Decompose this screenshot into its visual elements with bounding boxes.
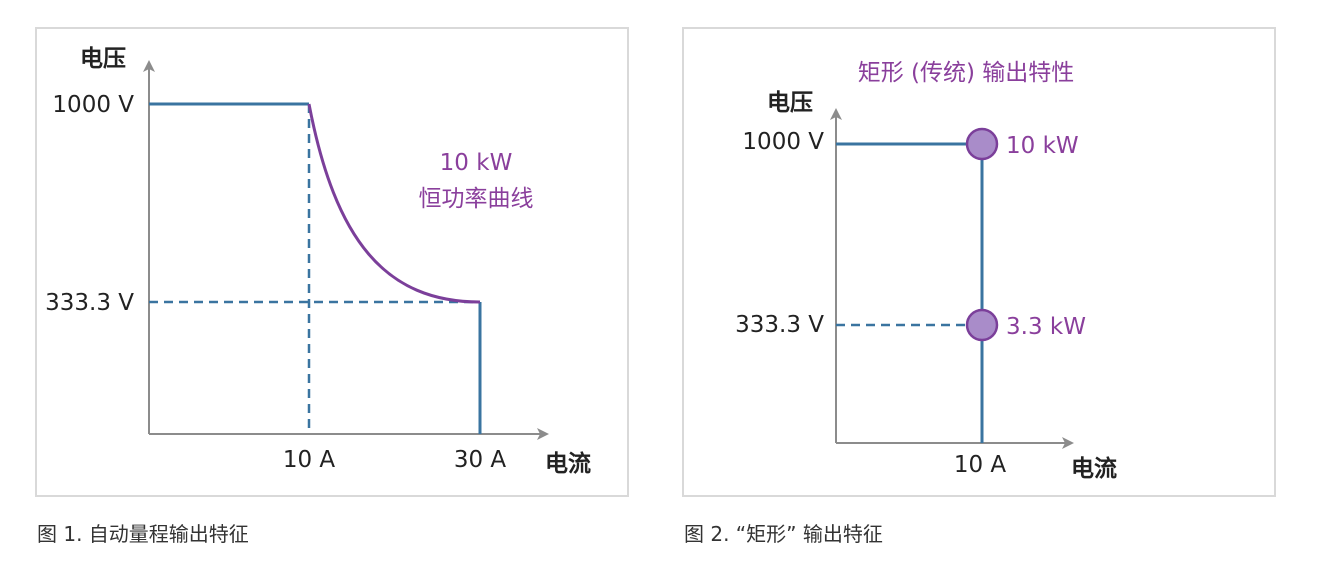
figure2-caption: 图 2. “矩形” 输出特征: [684, 522, 883, 546]
fig1-constant-power-curve: [307, 103, 481, 304]
fig2-y-axis-label: 电压: [767, 90, 813, 116]
fig2-title: 矩形 (传统) 输出特性: [858, 60, 1075, 86]
fig2-x-axis-label: 电流: [1071, 455, 1117, 482]
fig1-tick-1000v: 1000 V: [52, 92, 134, 118]
fig1-x-axis-label: 电流: [545, 450, 591, 477]
fig2-point-low: [965, 308, 999, 342]
fig2-tick-333v: 333.3 V: [735, 312, 824, 338]
fig2-point-low-label: 3.3 kW: [1006, 314, 1086, 340]
fig1-tick-30a: 30 A: [454, 447, 507, 473]
fig2-point-high: [965, 127, 999, 161]
fig1-curve-label-name: 恒功率曲线: [419, 186, 534, 212]
figure2-diagram: 矩形 (传统) 输出特性 电压 1000 V 333.3 V 10 A 电流 1…: [735, 60, 1117, 482]
fig1-tick-10a: 10 A: [283, 447, 336, 473]
fig2-point-high-label: 10 kW: [1006, 133, 1079, 159]
figure1-caption: 图 1. 自动量程输出特征: [37, 522, 249, 546]
figure2-panel: [682, 27, 1276, 497]
figure1-panel: [35, 27, 629, 497]
fig1-curve-label-power: 10 kW: [440, 150, 513, 176]
fig2-tick-10a: 10 A: [954, 452, 1007, 478]
fig1-tick-333v: 333.3 V: [45, 290, 134, 316]
fig2-tick-1000v: 1000 V: [742, 129, 824, 155]
figure1-diagram: 电压 1000 V 333.3 V 10 A 30 A 电流 10 kW 恒功率…: [45, 46, 591, 477]
fig1-y-axis-label: 电压: [80, 46, 126, 72]
